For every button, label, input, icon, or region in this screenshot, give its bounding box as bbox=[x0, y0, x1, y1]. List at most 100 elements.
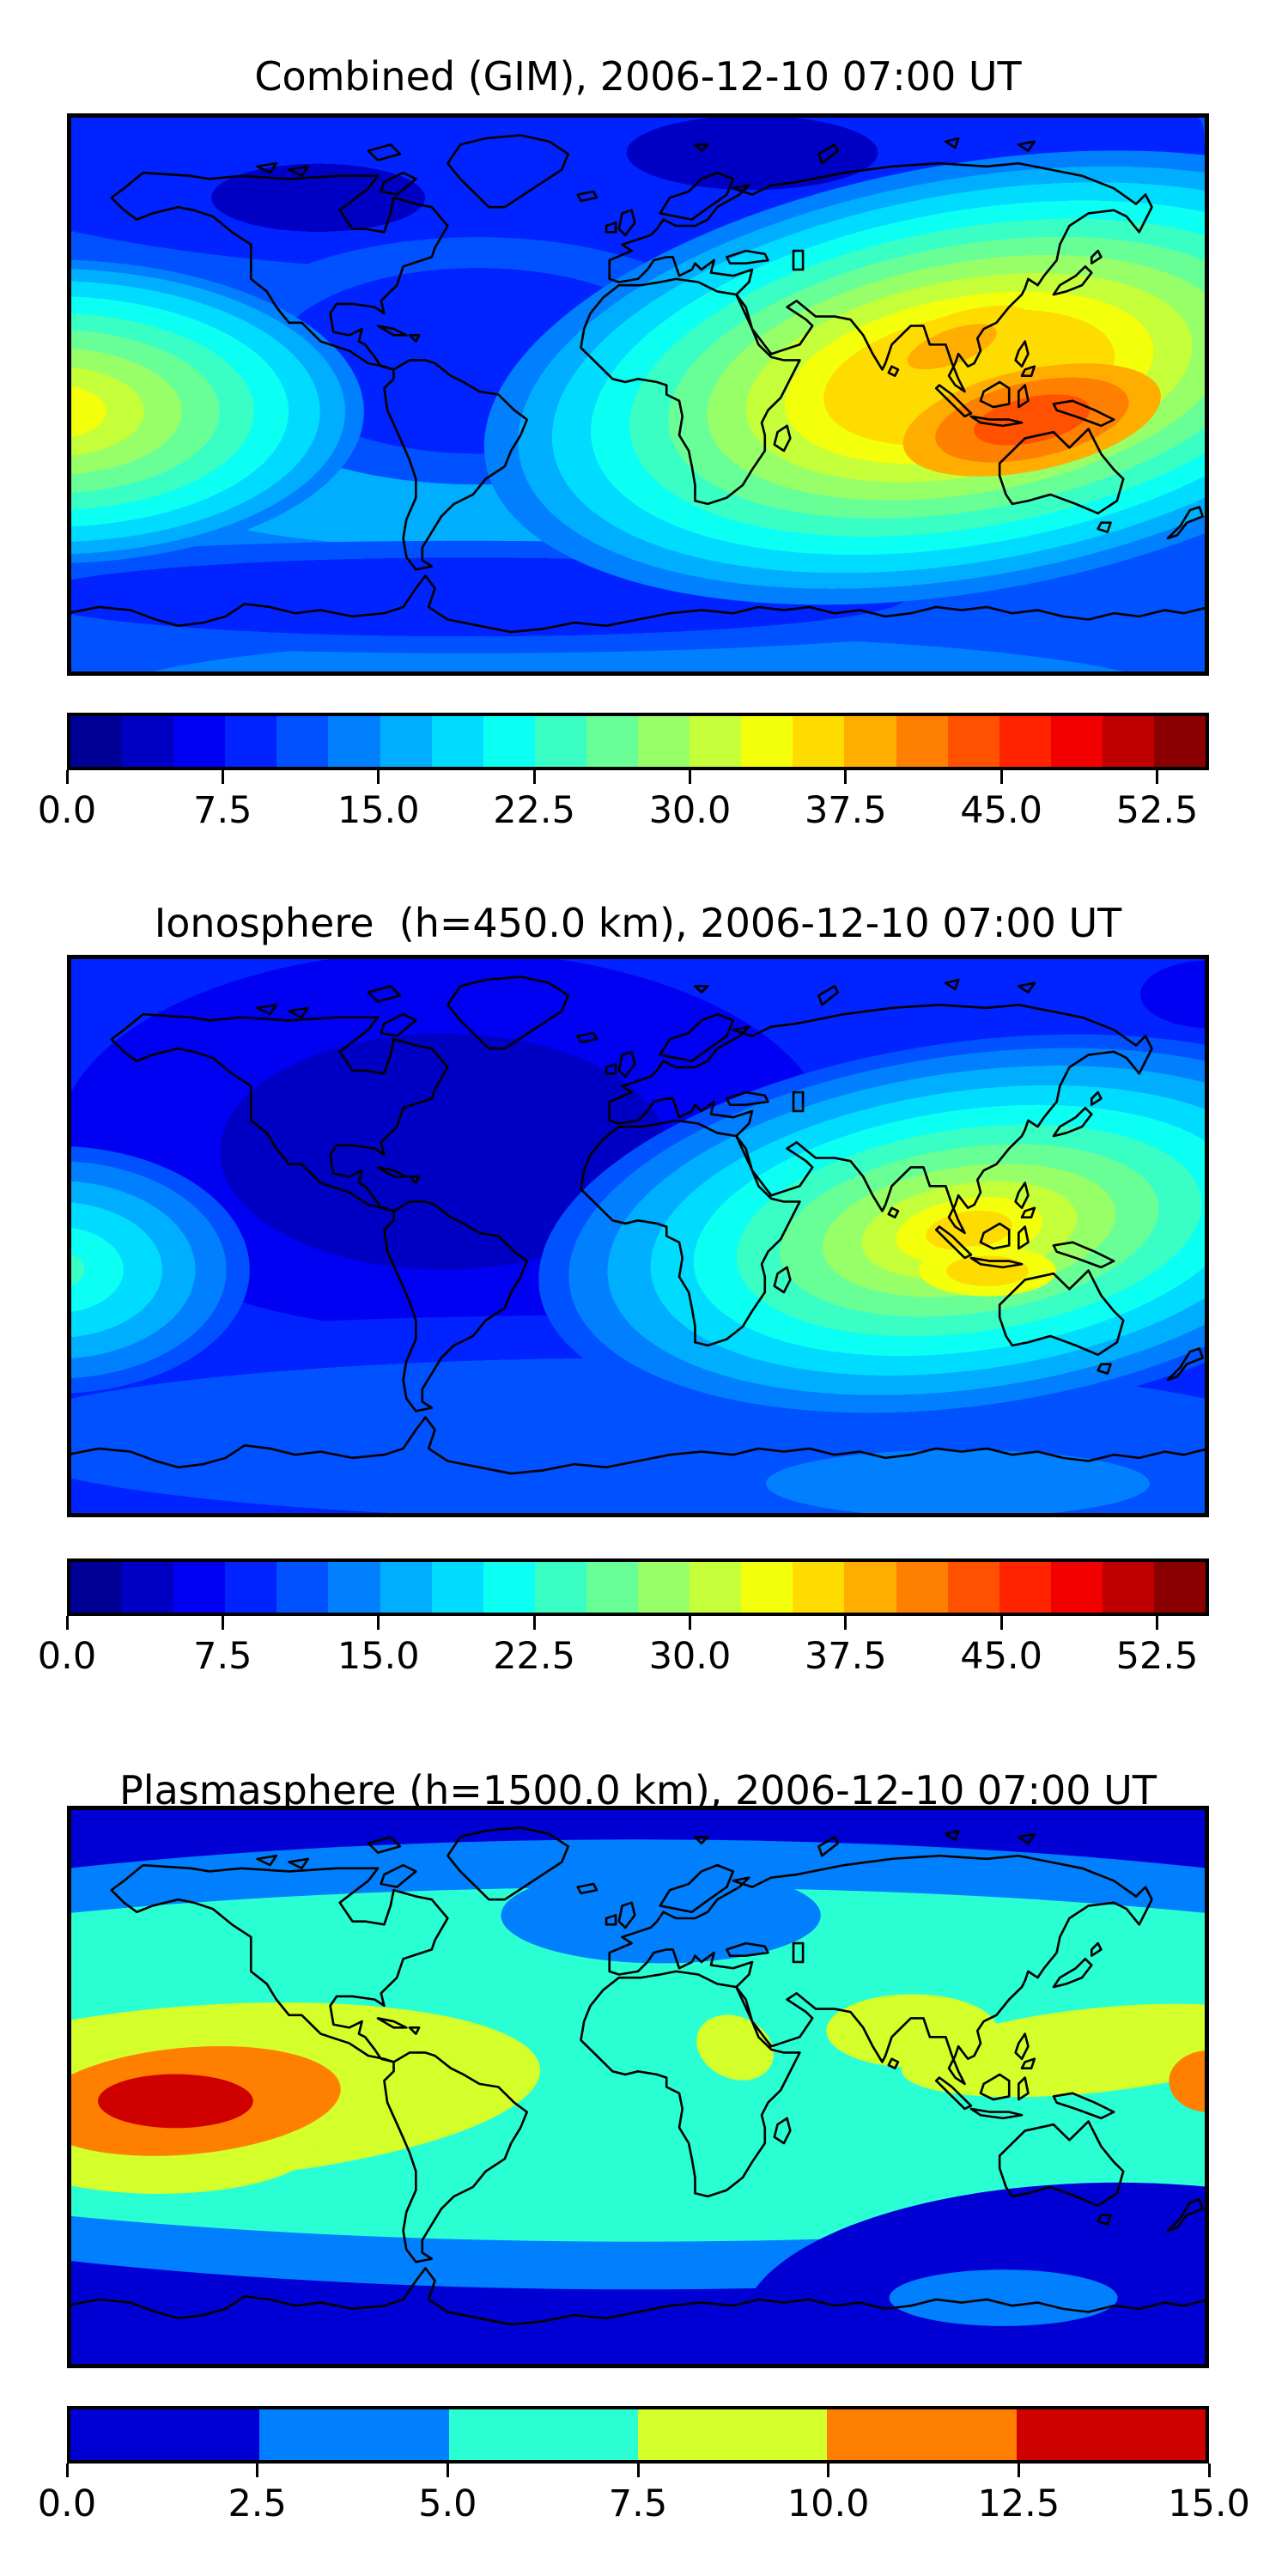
panel-1-title: Combined (GIM), 2006-12-10 07:00 UT bbox=[254, 53, 1022, 100]
colorbar-segment bbox=[122, 1562, 174, 1613]
world-map-ionosphere bbox=[67, 955, 1209, 1517]
colorbar-segment bbox=[947, 716, 999, 767]
colorbar-segment bbox=[741, 716, 793, 767]
colorbar-segment bbox=[173, 716, 226, 767]
colorbar-tick bbox=[1017, 2464, 1020, 2477]
world-map-combined-gim bbox=[67, 113, 1209, 676]
map-border bbox=[67, 955, 1209, 1517]
colorbar-tick bbox=[1156, 1616, 1159, 1630]
colorbar-segment bbox=[70, 2409, 260, 2460]
colorbar-tick-label: 7.5 bbox=[193, 1635, 252, 1678]
colorbar-segment bbox=[1016, 2409, 1206, 2460]
world-map-plasmasphere bbox=[67, 1806, 1209, 2368]
colorbar-segment bbox=[637, 2409, 828, 2460]
colorbar-tick-label: 30.0 bbox=[648, 1635, 732, 1678]
colorbar-segment bbox=[896, 1562, 948, 1613]
colorbar-segment bbox=[1102, 716, 1154, 767]
colorbar-tick bbox=[688, 1616, 691, 1630]
colorbar-segment bbox=[259, 2409, 449, 2460]
colorbar-tick bbox=[221, 770, 224, 784]
colorbar-tick-label: 10.0 bbox=[787, 2482, 870, 2525]
colorbar-plasmasphere bbox=[67, 2406, 1209, 2464]
colorbar-tick bbox=[446, 2464, 449, 2477]
colorbar-tick-label: 22.5 bbox=[493, 1635, 575, 1678]
colorbar-segment bbox=[380, 1562, 432, 1613]
colorbar-tick-label: 5.0 bbox=[418, 2482, 477, 2525]
colorbar-segment bbox=[1050, 1562, 1103, 1613]
contour-region bbox=[124, 136, 513, 260]
colorbar-tick-label: 45.0 bbox=[960, 1635, 1043, 1678]
colorbar-tick bbox=[844, 770, 848, 784]
colorbar-segment bbox=[483, 1562, 535, 1613]
colorbar-segment bbox=[276, 716, 329, 767]
colorbar-tick bbox=[688, 770, 691, 784]
contour-region bbox=[1169, 2050, 1209, 2112]
colorbar-segment bbox=[431, 1562, 483, 1613]
colorbar-tick bbox=[65, 1616, 69, 1630]
colorbar-segment bbox=[534, 716, 586, 767]
coastlines bbox=[67, 975, 1209, 1475]
contour-region bbox=[638, 1427, 1209, 1517]
colorbar-tick-label: 45.0 bbox=[960, 789, 1043, 832]
colorbar-tick-label: 15.0 bbox=[337, 1635, 420, 1678]
colorbar-tick-label: 12.5 bbox=[977, 2482, 1060, 2525]
colorbar-tick bbox=[377, 1616, 380, 1630]
colorbar-tick bbox=[1156, 770, 1159, 784]
colorbar-segment bbox=[1153, 716, 1206, 767]
contour-region bbox=[98, 2074, 253, 2129]
colorbar-segment bbox=[431, 716, 483, 767]
colorbar-segment bbox=[947, 1562, 999, 1613]
colorbar-segment bbox=[896, 716, 948, 767]
contour-region bbox=[1095, 955, 1209, 1051]
colorbar-segment bbox=[1102, 1562, 1154, 1613]
colorbar-combined bbox=[67, 713, 1209, 770]
colorbar-tick bbox=[636, 2464, 640, 2477]
colorbar-tick-label: 52.5 bbox=[1115, 1635, 1199, 1678]
colorbar-tick-label: 15.0 bbox=[337, 789, 420, 832]
colorbar-tick bbox=[827, 2464, 830, 2477]
colorbar-segment bbox=[70, 1562, 123, 1613]
colorbar-segment bbox=[999, 716, 1051, 767]
colorbar-segment bbox=[483, 716, 535, 767]
colorbar-segment bbox=[448, 2409, 638, 2460]
colorbar-segment bbox=[70, 716, 123, 767]
colorbar-segment bbox=[741, 1562, 793, 1613]
colorbar-ionosphere bbox=[67, 1558, 1209, 1616]
contour-region bbox=[67, 1145, 250, 1394]
colorbar-tick bbox=[532, 1616, 536, 1630]
colorbar-tick-label: 30.0 bbox=[648, 789, 732, 832]
colorbar-segment bbox=[690, 716, 742, 767]
colorbar-tick-label: 15.0 bbox=[1168, 2482, 1250, 2525]
colorbar-segment bbox=[586, 716, 639, 767]
colorbar-ionosphere-ticks: 0.0 7.5 15.0 22.5 30.0 37.5 45.0 52.5 bbox=[38, 1616, 1209, 1719]
colorbar-segment bbox=[276, 1562, 329, 1613]
colorbar-segment bbox=[225, 1562, 277, 1613]
colorbar-segment bbox=[690, 1562, 742, 1613]
colorbar-tick bbox=[999, 770, 1003, 784]
colorbar-tick-label: 7.5 bbox=[193, 789, 252, 832]
contour-region bbox=[889, 2269, 1118, 2326]
map-border bbox=[67, 1806, 1209, 2368]
colorbar-tick bbox=[1207, 2464, 1211, 2477]
colorbar-segment bbox=[1153, 1562, 1206, 1613]
contour-region bbox=[696, 2014, 774, 2081]
colorbar-segment bbox=[844, 1562, 896, 1613]
colorbar-segment bbox=[1050, 716, 1103, 767]
colorbar-segment bbox=[793, 1562, 845, 1613]
colorbar-tick-label: 52.5 bbox=[1115, 789, 1199, 832]
colorbar-segment bbox=[844, 716, 896, 767]
contour-region bbox=[67, 259, 364, 563]
panel-2-title: Ionosphere (h=450.0 km), 2006-12-10 07:0… bbox=[154, 900, 1122, 946]
colorbar-segment bbox=[328, 716, 380, 767]
colorbar-tick-label: 37.5 bbox=[804, 789, 887, 832]
colorbar-tick-label: 22.5 bbox=[493, 789, 575, 832]
contour-region bbox=[902, 363, 1161, 477]
colorbar-tick-label: 2.5 bbox=[228, 2482, 287, 2525]
colorbar-tick bbox=[532, 770, 536, 784]
colorbar-segment bbox=[225, 716, 277, 767]
coastlines bbox=[67, 134, 1209, 634]
colorbar-tick bbox=[221, 1616, 224, 1630]
colorbar-combined-ticks: 0.0 7.5 15.0 22.5 30.0 37.5 45.0 52.5 bbox=[38, 770, 1209, 873]
colorbar-tick bbox=[65, 770, 69, 784]
colorbar-segment bbox=[586, 1562, 639, 1613]
